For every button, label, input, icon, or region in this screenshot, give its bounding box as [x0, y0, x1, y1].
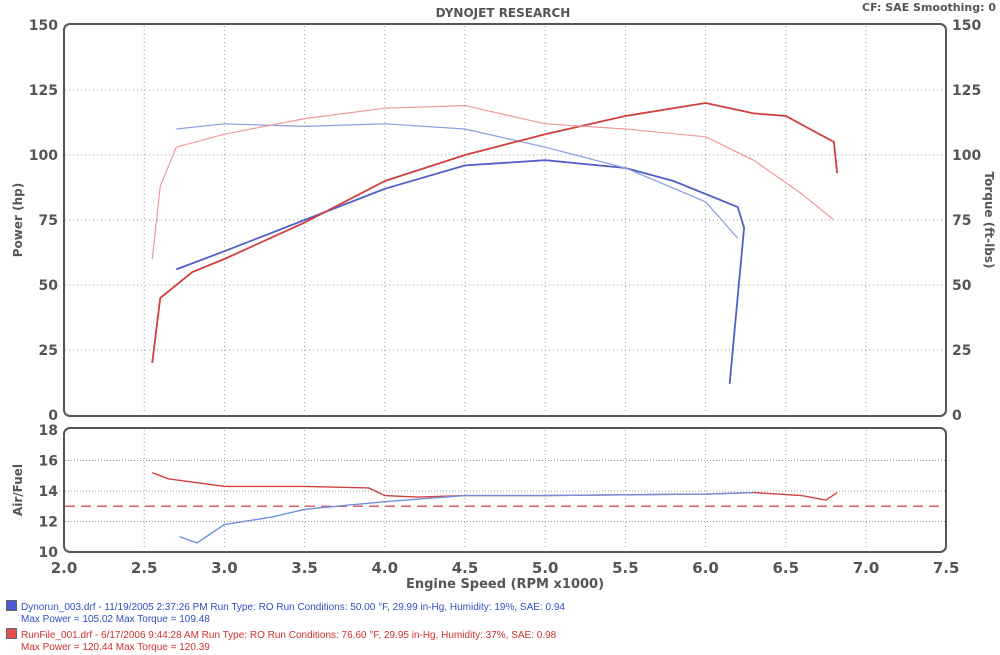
legend-max-values: Max Power = 120.44 Max Torque = 120.39 [21, 642, 210, 653]
series-blue-afr [179, 491, 754, 544]
y-tick-label-torque: 125 [952, 83, 981, 99]
x-tick-label: 3.5 [291, 559, 318, 577]
y-tick-label-afr: 14 [39, 484, 59, 500]
correction-info: CF: SAE Smoothing: 0 [862, 1, 996, 14]
legend-swatch-blue [6, 600, 17, 611]
x-tick-label: 7.0 [853, 559, 880, 577]
x-tick-label: 6.5 [773, 559, 800, 577]
y-tick-label-power: 25 [39, 343, 58, 359]
y-tick-label-power: 100 [29, 148, 58, 164]
series-red-afr [151, 472, 838, 501]
legend-run-info: RunFile_001.drf - 6/17/2006 9:44:28 AM R… [21, 630, 557, 641]
y-tick-label-torque: 25 [952, 343, 971, 359]
y-tick-label-torque: 0 [952, 408, 962, 424]
x-tick-label: 6.0 [692, 559, 719, 577]
y-tick-label-afr: 18 [39, 423, 58, 439]
y-tick-label-power: 50 [39, 278, 59, 294]
y-tick-label-power: 150 [29, 18, 58, 34]
y-tick-label-power: 125 [29, 83, 58, 99]
y-tick-label-torque: 150 [952, 18, 981, 34]
x-tick-label: 2.0 [51, 559, 78, 577]
y-axis-label-afr: Air/Fuel [11, 464, 25, 516]
x-tick-label: 5.0 [532, 559, 559, 577]
series-red-power [151, 102, 839, 364]
afr-plot-frame [63, 427, 947, 553]
y-axis-label-torque: Torque (ft-lbs) [982, 172, 996, 269]
y-tick-label-afr: 10 [39, 545, 59, 561]
legend-max-values: Max Power = 105.02 Max Torque = 109.48 [21, 614, 210, 625]
x-axis-label: Engine Speed (RPM x1000) [406, 577, 604, 592]
x-tick-label: 2.5 [131, 559, 158, 577]
y-tick-label-torque: 75 [952, 213, 971, 229]
legend-entry-red: RunFile_001.drf - 6/17/2006 9:44:28 AM R… [6, 628, 556, 654]
y-tick-label-torque: 100 [952, 148, 981, 164]
x-tick-label: 4.5 [452, 559, 479, 577]
x-tick-label: 3.0 [211, 559, 238, 577]
series-blue-power [175, 159, 746, 384]
series-blue-torque [176, 123, 739, 239]
legend-run-info: Dynorun_003.drf - 11/19/2005 2:37:26 PM … [21, 602, 565, 613]
legend-entry-blue: Dynorun_003.drf - 11/19/2005 2:37:26 PM … [6, 600, 565, 626]
dyno-chart: DYNOJET RESEARCH CF: SAE Smoothing: 0 2.… [11, 1, 996, 592]
x-tick-label: 4.0 [372, 559, 399, 577]
chart-title: DYNOJET RESEARCH [436, 6, 571, 20]
y-tick-label-afr: 16 [39, 454, 58, 470]
power-plot-frame [63, 23, 947, 417]
y-tick-label-afr: 12 [39, 515, 58, 531]
y-tick-label-power: 0 [48, 408, 58, 424]
y-tick-label-torque: 50 [952, 278, 972, 294]
y-tick-label-power: 75 [39, 213, 58, 229]
legend-swatch-red [6, 628, 17, 639]
series-red-torque [151, 104, 835, 260]
x-tick-label: 7.5 [933, 559, 960, 577]
x-tick-label: 5.5 [612, 559, 639, 577]
y-axis-label-power: Power (hp) [11, 183, 25, 257]
